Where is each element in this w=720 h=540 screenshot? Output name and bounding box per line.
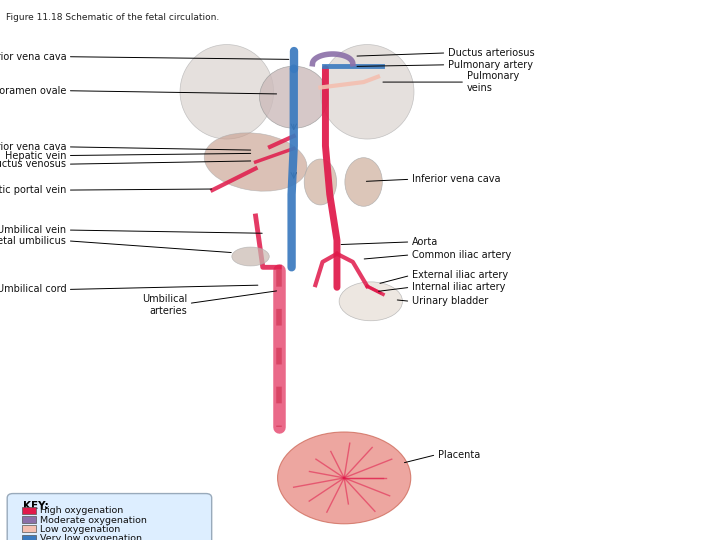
Text: Fetal umbilicus: Fetal umbilicus [0,236,66,246]
Text: Foramen ovale: Foramen ovale [0,86,66,96]
Bar [22,535,36,540]
Text: Hepatic vein: Hepatic vein [5,151,66,160]
Ellipse shape [339,282,402,321]
Ellipse shape [304,159,336,205]
Text: Pulmonary artery: Pulmonary artery [448,60,533,70]
Ellipse shape [204,133,307,191]
Text: © 2015 Pearson Education, Inc.: © 2015 Pearson Education, Inc. [6,526,139,536]
Ellipse shape [232,247,269,266]
Text: Umbilical
arteries: Umbilical arteries [142,294,187,316]
Text: KEY:: KEY: [23,501,49,511]
Text: Inferior vena cava: Inferior vena cava [412,174,500,184]
Text: Ductus arteriosus: Ductus arteriosus [448,48,534,58]
Text: Superior vena cava: Superior vena cava [0,52,66,62]
Text: Figure 11.18 Schematic of the fetal circulation.: Figure 11.18 Schematic of the fetal circ… [6,14,219,23]
Text: Hepatic portal vein: Hepatic portal vein [0,185,66,195]
Text: Ductus venosus: Ductus venosus [0,159,66,169]
Bar [22,516,36,523]
Text: External iliac artery: External iliac artery [412,271,508,280]
Text: Aorta: Aorta [412,237,438,247]
Text: Umbilical cord: Umbilical cord [0,285,66,294]
Text: Internal iliac artery: Internal iliac artery [412,282,505,292]
Bar [22,507,36,514]
Text: Moderate oxygenation: Moderate oxygenation [40,516,147,524]
Text: Umbilical vein: Umbilical vein [0,225,66,235]
Text: Pulmonary
veins: Pulmonary veins [467,71,519,93]
FancyBboxPatch shape [7,494,212,540]
Text: Placenta: Placenta [438,450,480,460]
Ellipse shape [345,158,382,206]
Text: Urinary bladder: Urinary bladder [412,296,488,306]
Text: Very low oxygenation: Very low oxygenation [40,534,143,540]
Bar [22,525,36,532]
Text: High oxygenation: High oxygenation [40,507,124,515]
Text: Low oxygenation: Low oxygenation [40,525,120,534]
Ellipse shape [277,432,410,524]
Text: Inferior vena cava: Inferior vena cava [0,142,66,152]
Ellipse shape [180,44,274,139]
Ellipse shape [259,66,328,129]
Text: Common iliac artery: Common iliac artery [412,250,511,260]
Ellipse shape [320,44,414,139]
